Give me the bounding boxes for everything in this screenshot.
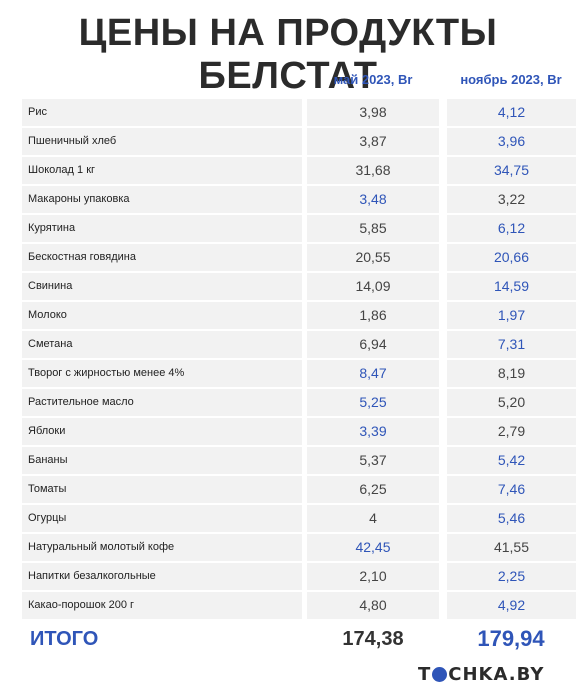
table-row: Бананы 5,37 5,42 bbox=[22, 446, 576, 475]
price-november: 8,19 bbox=[447, 360, 576, 387]
product-name: Яблоки bbox=[22, 418, 302, 445]
price-november: 6,12 bbox=[447, 215, 576, 242]
product-name: Растительное масло bbox=[22, 389, 302, 416]
price-november: 2,25 bbox=[447, 563, 576, 590]
table-row: Какао-порошок 200 г 4,80 4,92 bbox=[22, 591, 576, 620]
price-may: 8,47 bbox=[307, 360, 439, 387]
price-november: 34,75 bbox=[447, 157, 576, 184]
product-name: Бананы bbox=[22, 447, 302, 474]
price-november: 7,46 bbox=[447, 476, 576, 503]
table-row: Томаты 6,25 7,46 bbox=[22, 475, 576, 504]
total-november: 179,94 bbox=[477, 626, 545, 651]
product-name: Пшеничный хлеб bbox=[22, 128, 302, 155]
table-row: Рис 3,98 4,12 bbox=[22, 98, 576, 127]
table-row: Сметана 6,94 7,31 bbox=[22, 330, 576, 359]
price-november: 5,20 bbox=[447, 389, 576, 416]
price-may: 31,68 bbox=[307, 157, 439, 184]
table-row: Яблоки 3,39 2,79 bbox=[22, 417, 576, 446]
product-name: Натуральный молотый кофе bbox=[22, 534, 302, 561]
price-november: 5,42 bbox=[447, 447, 576, 474]
price-may: 5,85 bbox=[307, 215, 439, 242]
price-november: 3,96 bbox=[447, 128, 576, 155]
column-header-may: май 2023, Br bbox=[333, 72, 413, 87]
table-row: Огурцы 4 5,46 bbox=[22, 504, 576, 533]
product-name: Томаты bbox=[22, 476, 302, 503]
product-name: Какао-порошок 200 г bbox=[22, 592, 302, 619]
price-november: 4,92 bbox=[447, 592, 576, 619]
price-may: 1,86 bbox=[307, 302, 439, 329]
price-november: 20,66 bbox=[447, 244, 576, 271]
price-november: 14,59 bbox=[447, 273, 576, 300]
price-may: 2,10 bbox=[307, 563, 439, 590]
price-table: Рис 3,98 4,12 Пшеничный хлеб 3,87 3,96 Шоколад… bbox=[22, 98, 576, 620]
product-name: Курятина bbox=[22, 215, 302, 242]
price-may: 4,80 bbox=[307, 592, 439, 619]
price-may: 5,25 bbox=[307, 389, 439, 416]
price-may: 6,25 bbox=[307, 476, 439, 503]
price-may: 3,48 bbox=[307, 186, 439, 213]
price-may: 3,98 bbox=[307, 99, 439, 126]
product-name: Бескостная говядина bbox=[22, 244, 302, 271]
page-title: ЦЕНЫ НА ПРОДУКТЫ БЕЛСТАТ bbox=[78, 12, 498, 97]
price-may: 5,37 bbox=[307, 447, 439, 474]
logo-text-end: CHKA.BY bbox=[448, 664, 545, 685]
price-november: 3,22 bbox=[447, 186, 576, 213]
price-may: 14,09 bbox=[307, 273, 439, 300]
table-row: Пшеничный хлеб 3,87 3,96 bbox=[22, 127, 576, 156]
price-may: 3,87 bbox=[307, 128, 439, 155]
price-november: 41,55 bbox=[447, 534, 576, 561]
product-name: Макароны упаковка bbox=[22, 186, 302, 213]
table-row: Макароны упаковка 3,48 3,22 bbox=[22, 185, 576, 214]
total-label: ИТОГО bbox=[30, 628, 99, 650]
product-name: Рис bbox=[22, 99, 302, 126]
price-may: 42,45 bbox=[307, 534, 439, 561]
table-row: Растительное масло 5,25 5,20 bbox=[22, 388, 576, 417]
tochka-logo: T CHKA.BY bbox=[418, 664, 544, 688]
product-name: Молоко bbox=[22, 302, 302, 329]
product-name: Творог с жирностью менее 4% bbox=[22, 360, 302, 387]
price-may: 3,39 bbox=[307, 418, 439, 445]
price-november: 1,97 bbox=[447, 302, 576, 329]
product-name: Сметана bbox=[22, 331, 302, 358]
table-row: Молоко 1,86 1,97 bbox=[22, 301, 576, 330]
total-may: 174,38 bbox=[342, 628, 404, 650]
price-november: 7,31 bbox=[447, 331, 576, 358]
price-november: 4,12 bbox=[447, 99, 576, 126]
price-may: 6,94 bbox=[307, 331, 439, 358]
product-name: Свинина bbox=[22, 273, 302, 300]
table-row: Натуральный молотый кофе 42,45 41,55 bbox=[22, 533, 576, 562]
logo-dot-icon bbox=[432, 667, 448, 682]
price-november: 5,46 bbox=[447, 505, 576, 532]
product-name: Шоколад 1 кг bbox=[22, 157, 302, 184]
table-row: Курятина 5,85 6,12 bbox=[22, 214, 576, 243]
table-row: Шоколад 1 кг 31,68 34,75 bbox=[22, 156, 576, 185]
table-row: Творог с жирностью менее 4% 8,47 8,19 bbox=[22, 359, 576, 388]
product-name: Напитки безалкогольные bbox=[22, 563, 302, 590]
column-header-november: ноябрь 2023, Br bbox=[460, 72, 562, 87]
table-row: Напитки безалкогольные 2,10 2,25 bbox=[22, 562, 576, 591]
price-november: 2,79 bbox=[447, 418, 576, 445]
table-row: Бескостная говядина 20,55 20,66 bbox=[22, 243, 576, 272]
product-name: Огурцы bbox=[22, 505, 302, 532]
price-may: 4 bbox=[307, 505, 439, 532]
table-row: Свинина 14,09 14,59 bbox=[22, 272, 576, 301]
logo-text-start: T bbox=[418, 664, 432, 685]
price-may: 20,55 bbox=[307, 244, 439, 271]
